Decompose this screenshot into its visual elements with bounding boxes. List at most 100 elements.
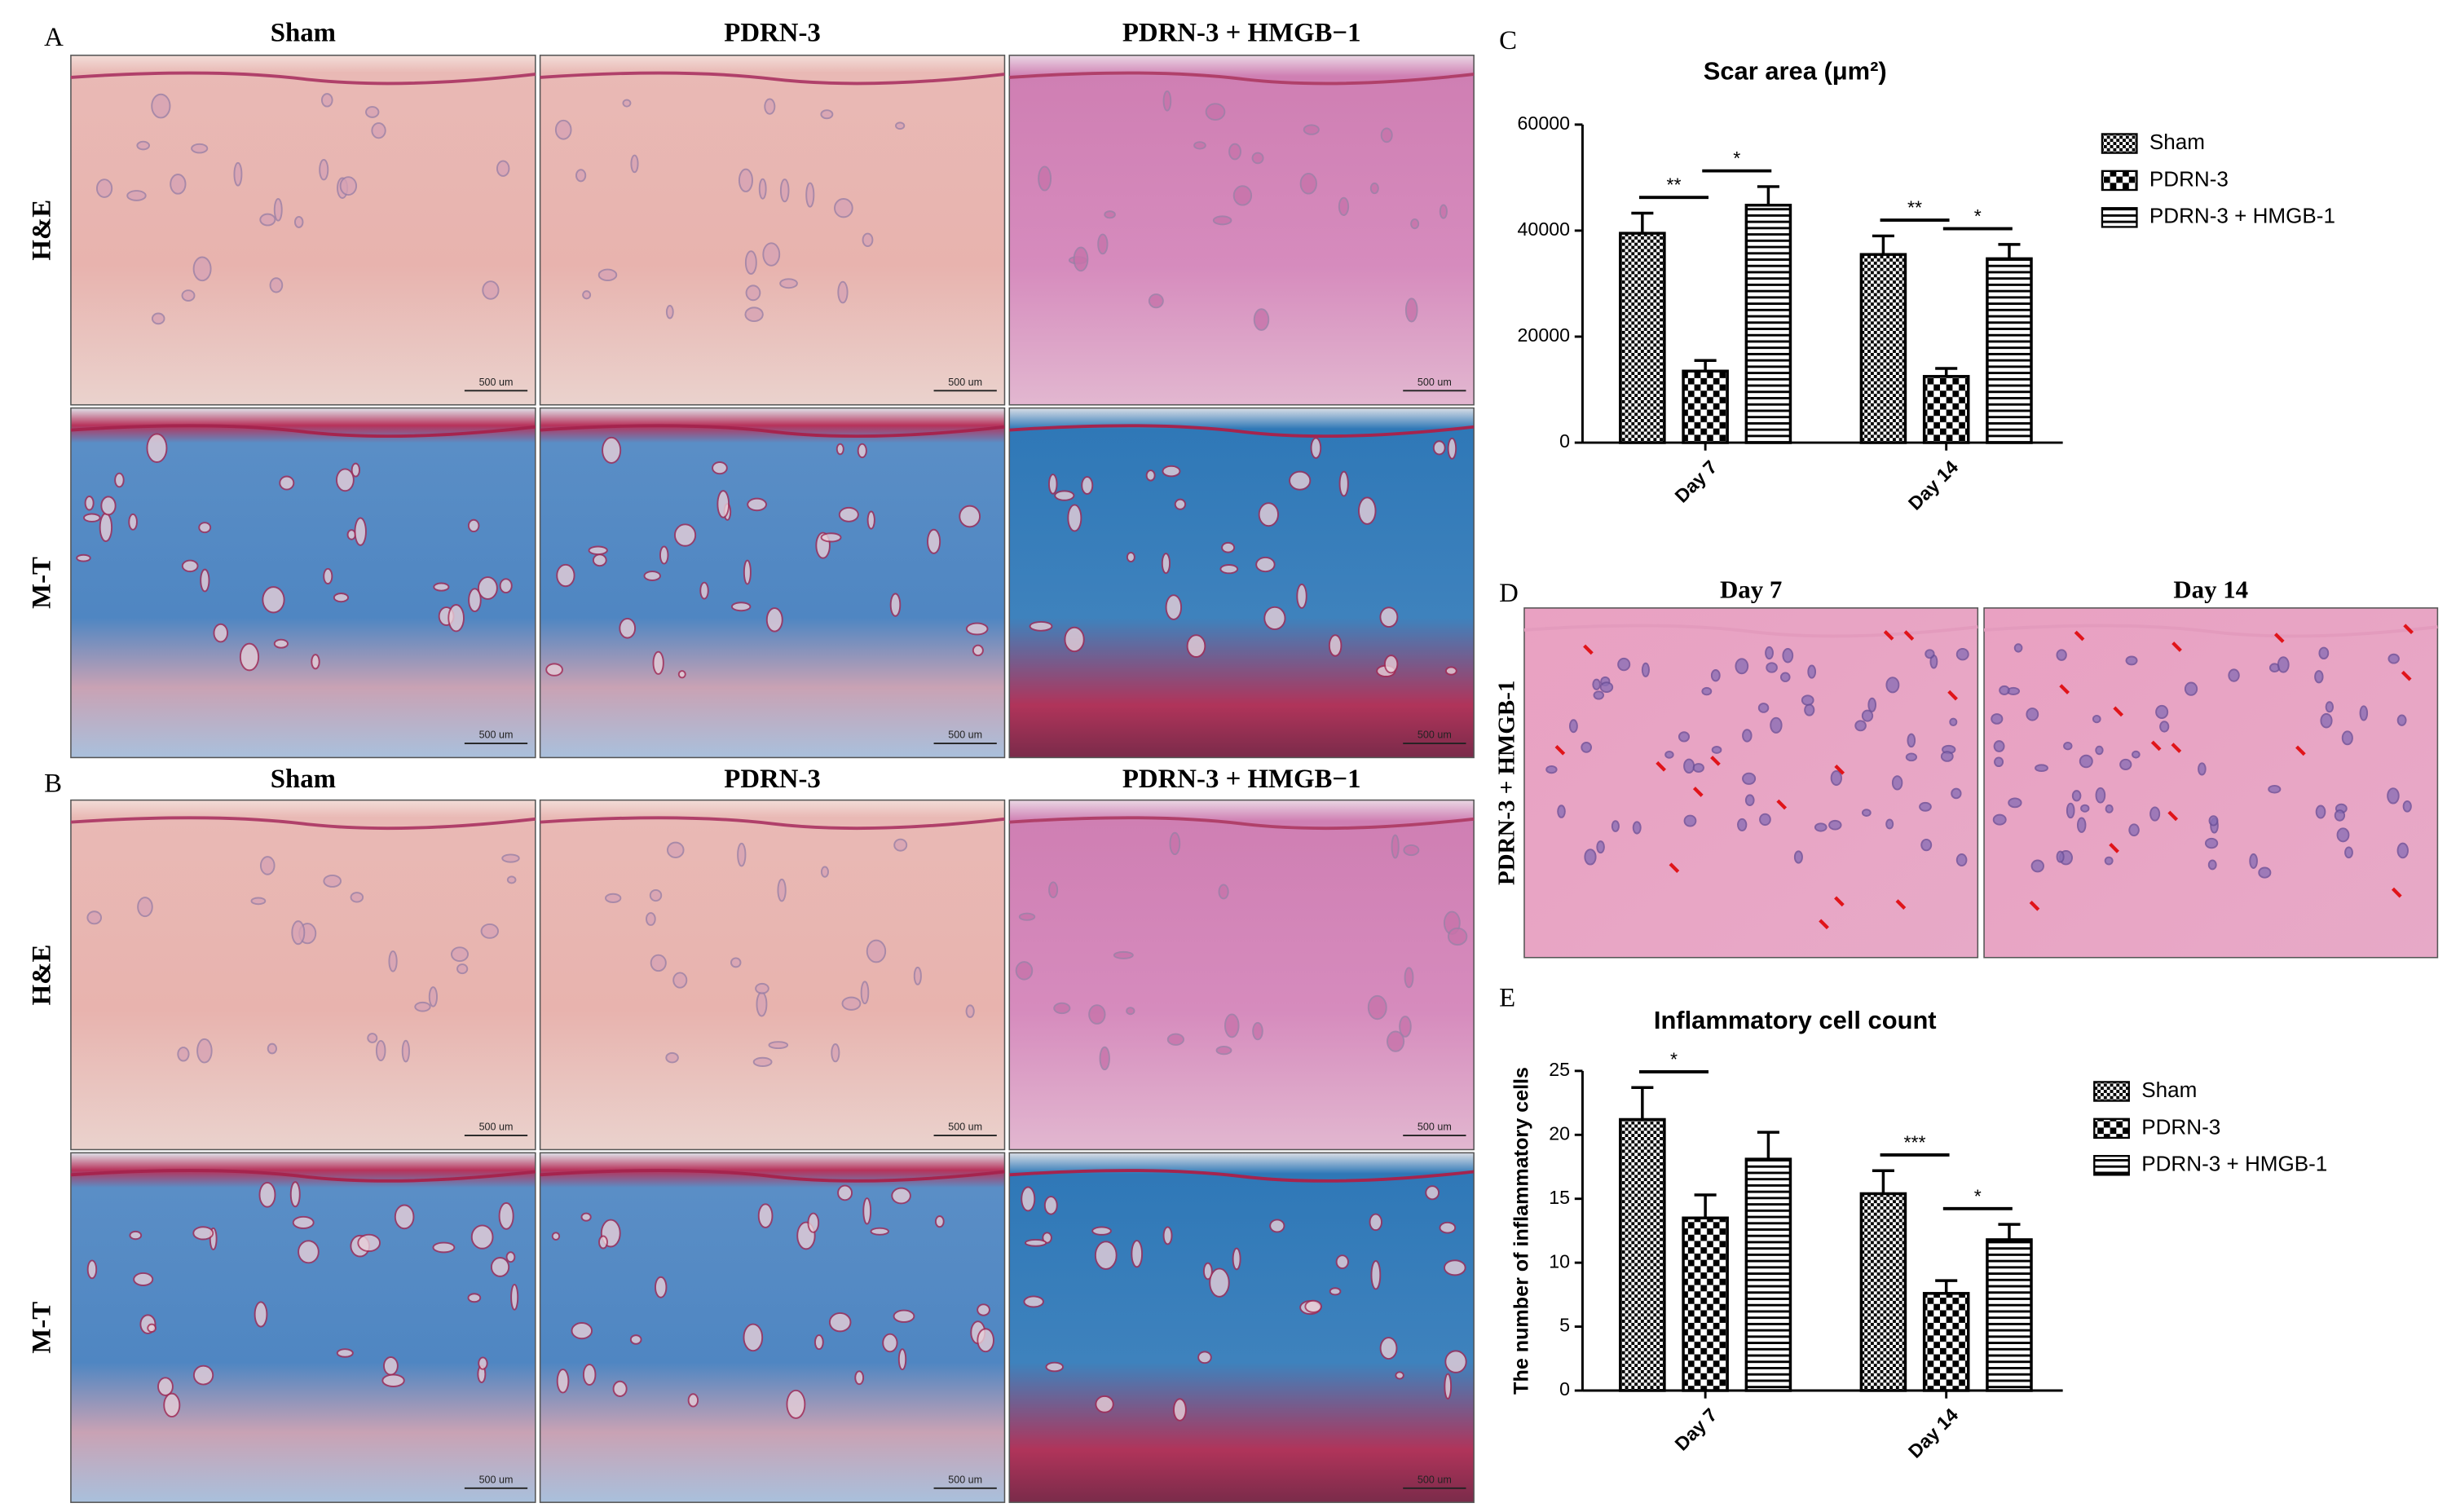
- tissue-structure: [813, 1334, 824, 1351]
- tissue-structure: [1861, 709, 1874, 722]
- arrow: [1656, 760, 1666, 772]
- tissue-structure: [490, 1257, 510, 1277]
- tissue-structure: [1854, 720, 1867, 732]
- tissue-structure: [319, 159, 329, 181]
- tissue-structure: [2184, 681, 2198, 696]
- tissue-structure: [254, 1301, 268, 1328]
- tissue-structure: [1232, 1247, 1241, 1271]
- tissue-structure: [1161, 553, 1171, 575]
- epidermis: [540, 424, 1005, 439]
- arrow: [2167, 810, 2179, 822]
- arrow: [1692, 787, 1704, 797]
- tissue-structure: [1678, 731, 1691, 743]
- tissue-structure: [712, 461, 728, 475]
- tissue-structure: [2080, 804, 2090, 813]
- tissue-structure: [1148, 293, 1164, 309]
- tissue-structure: [757, 1203, 774, 1228]
- tissue-structure: [2204, 837, 2219, 849]
- tissue-structure: [1263, 606, 1286, 631]
- tissue-structure: [659, 545, 669, 565]
- scale-bar-label: 500 um: [1417, 730, 1452, 741]
- scale-bar-label: 500 um: [479, 1122, 514, 1133]
- tissue-structure: [630, 154, 639, 174]
- tissue-structure: [2092, 714, 2101, 724]
- tissue-structure: [1165, 594, 1183, 620]
- tissue-structure: [1782, 648, 1794, 663]
- tissue-structure: [1993, 740, 2005, 752]
- tissue-structure: [2198, 762, 2207, 776]
- tissue-structure: [258, 1181, 276, 1208]
- tissue-structure: [365, 106, 380, 118]
- tissue-structure: [1955, 853, 1968, 867]
- tissue-structure: [1370, 1260, 1382, 1290]
- tissue-structure: [1088, 1004, 1106, 1025]
- tissue-structure: [137, 897, 153, 918]
- column-header: Sham: [271, 765, 336, 794]
- legend-swatch: [2093, 1081, 2130, 1102]
- tissue-structure: [743, 559, 752, 585]
- tissue-structure: [2159, 721, 2170, 733]
- tissue-structure: [414, 1001, 431, 1012]
- legend-swatch: [2101, 133, 2138, 154]
- y-axis-label: The number of inflammatory cells: [1510, 1067, 1533, 1395]
- row-label: PDRN-3 + HMGB-1: [1493, 681, 1519, 885]
- column-header: PDRN-3: [724, 765, 821, 794]
- histology-image: [1983, 607, 2439, 959]
- tissue-structure: [602, 436, 622, 464]
- histology-image: [539, 407, 1006, 759]
- tissue-structure: [1439, 204, 1448, 219]
- tissue-structure: [86, 910, 103, 925]
- tissue-structure: [1053, 1002, 1071, 1015]
- tissue-structure: [1766, 662, 1778, 673]
- tissue-structure: [354, 517, 367, 546]
- tissue-structure: [1162, 1226, 1173, 1245]
- tissue-structure: [592, 553, 607, 567]
- tissue-structure: [777, 878, 787, 902]
- tissue-structure: [1145, 469, 1156, 482]
- tissue-structure: [1358, 496, 1377, 525]
- tissue-structure: [545, 663, 563, 677]
- column-header: PDRN-3: [724, 18, 821, 47]
- tissue-structure: [1439, 1221, 1457, 1234]
- tissue-structure: [1742, 772, 1757, 785]
- tissue-structure: [1104, 210, 1116, 219]
- tissue-structure: [477, 576, 498, 600]
- tissue-structure: [501, 853, 520, 863]
- tissue-structure: [575, 169, 587, 183]
- tissue-structure: [1047, 474, 1058, 495]
- tissue-structure: [1596, 840, 1605, 854]
- tissue-structure: [1949, 717, 1958, 727]
- tissue-structure: [820, 532, 842, 543]
- tissue-structure: [339, 176, 358, 196]
- tissue-structure: [333, 593, 350, 603]
- tissue-structure: [643, 571, 661, 581]
- tissue-structure: [1038, 165, 1052, 192]
- tissue-structure: [1765, 646, 1774, 660]
- bar: [1744, 203, 1792, 444]
- tissue-structure: [580, 1212, 592, 1222]
- tissue-structure: [646, 912, 656, 926]
- tissue-structure: [76, 553, 91, 562]
- tissue-structure: [2071, 790, 2082, 802]
- arrow: [1776, 799, 1788, 810]
- tissue-structure: [1162, 465, 1181, 478]
- tissue-structure: [650, 954, 667, 972]
- tissue-structure: [239, 642, 260, 672]
- tissue-structure: [1380, 127, 1393, 143]
- tissue-structure: [468, 588, 482, 613]
- tissue-structure: [765, 607, 783, 633]
- tissue-structure: [2258, 866, 2272, 879]
- tissue-structure: [1447, 437, 1457, 460]
- tissue-structure: [893, 1309, 915, 1323]
- tissue-structure: [1054, 490, 1075, 501]
- column-header: PDRN-3 + HMGB−1: [1122, 765, 1361, 794]
- tissue-structure: [2359, 705, 2369, 721]
- tissue-structure: [448, 604, 465, 633]
- tissue-structure: [1094, 1241, 1118, 1270]
- panel-label: A: [44, 23, 64, 52]
- tissue-structure: [1193, 141, 1206, 150]
- arrow: [2059, 684, 2070, 694]
- tissue-structure: [129, 1230, 143, 1241]
- tissue-structure: [738, 168, 753, 192]
- tissue-structure: [730, 602, 752, 612]
